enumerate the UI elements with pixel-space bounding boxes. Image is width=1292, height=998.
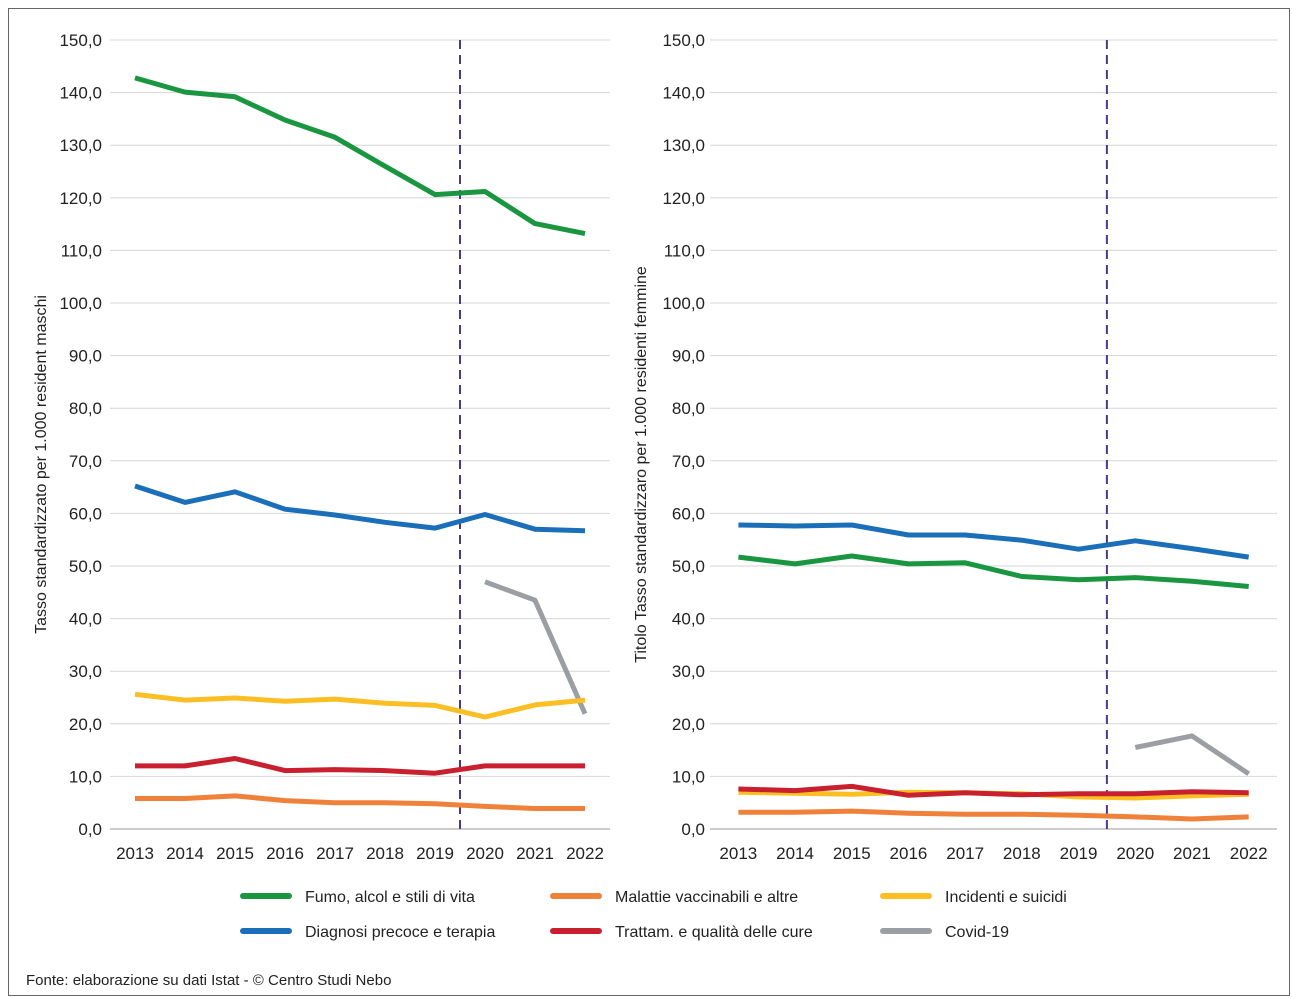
chart-panel-femmine: 0,0 10,0 20,0 30,0 40,0 50,0 60,0 70,0 80,0 90,0 1… xyxy=(633,31,1277,863)
y-tick-label: 80,0 xyxy=(672,399,705,418)
y-tick-label: 30,0 xyxy=(672,662,705,681)
x-tick-label: 2017 xyxy=(946,844,984,863)
y-tick-label: 60,0 xyxy=(69,504,102,523)
y-tick-label: 80,0 xyxy=(69,399,102,418)
x-tick-label: 2013 xyxy=(116,844,154,863)
y-tick-label: 30,0 xyxy=(69,662,102,681)
y-tick-label: 150,0 xyxy=(662,31,705,50)
x-tick-label: 2019 xyxy=(1060,844,1098,863)
x-tick-label: 2021 xyxy=(516,844,554,863)
legend-label: Diagnosi precoce e terapia xyxy=(305,924,495,941)
series-line-diagnosi-precoce-e-terapia xyxy=(134,483,586,534)
y-tick-label: 60,0 xyxy=(672,504,705,523)
y-tick-label: 150,0 xyxy=(59,31,102,50)
y-tick-label: 110,0 xyxy=(61,241,102,260)
y-tick-label: 70,0 xyxy=(672,452,705,471)
series-line-diagnosi-precoce-e-terapia xyxy=(738,522,1250,560)
x-tick-label: 2017 xyxy=(316,844,354,863)
y-tick-label: 20,0 xyxy=(69,715,102,734)
series-line-trattam-e-qualit-delle-cure xyxy=(738,783,1249,798)
y-tick-label: 0,0 xyxy=(681,820,705,839)
x-tick-label: 2018 xyxy=(1003,844,1041,863)
legend-label: Fumo, alcol e stili di vita xyxy=(305,889,475,906)
y-tick-label: 120,0 xyxy=(59,189,102,208)
series-line-covid-19 xyxy=(1134,733,1251,776)
legend-label: Trattam. e qualità delle cure xyxy=(615,924,813,941)
x-tick-label: 2014 xyxy=(166,844,204,863)
y-tick-label: 130,0 xyxy=(59,136,102,155)
x-tick-label: 2014 xyxy=(776,844,814,863)
figure-frame xyxy=(8,8,1290,996)
legend-label: Incidenti e suicidi xyxy=(945,889,1067,906)
x-tick-label: 2015 xyxy=(216,844,254,863)
series-line-covid-19 xyxy=(484,579,588,715)
x-tick-label: 2016 xyxy=(890,844,928,863)
x-tick-label: 2022 xyxy=(566,844,604,863)
x-tick-label: 2013 xyxy=(719,844,757,863)
series-line-malattie-vaccinabili-e-altre xyxy=(135,793,585,811)
y-tick-label: 0,0 xyxy=(78,820,102,839)
y-tick-label: 120,0 xyxy=(662,189,705,208)
series-line-fumo-alcol-e-stili-di-vita xyxy=(738,553,1249,589)
y-tick-label: 140,0 xyxy=(59,84,102,103)
series-line-trattam-e-qualit-delle-cure xyxy=(135,756,585,776)
x-tick-label: 2022 xyxy=(1230,844,1268,863)
y-tick-label: 40,0 xyxy=(69,610,102,629)
y-tick-label: 10,0 xyxy=(672,767,705,786)
y-axis-title: Titolo Tasso standardizzaro per 1.000 re… xyxy=(633,266,650,663)
chart-panel-maschi: 0,0 10,0 20,0 30,0 40,0 50,0 60,0 70,0 80,0 90,0 1… xyxy=(33,31,610,863)
y-tick-label: 100,0 xyxy=(662,294,705,313)
y-tick-label: 110,0 xyxy=(664,241,705,260)
series-line-malattie-vaccinabili-e-altre xyxy=(738,808,1249,822)
x-tick-label: 2016 xyxy=(266,844,304,863)
y-tick-label: 70,0 xyxy=(69,452,102,471)
y-tick-label: 90,0 xyxy=(69,347,102,366)
y-tick-label: 100,0 xyxy=(59,294,102,313)
x-tick-label: 2018 xyxy=(366,844,404,863)
y-tick-label: 50,0 xyxy=(672,557,705,576)
legend-label: Covid-19 xyxy=(945,924,1009,941)
x-tick-label: 2021 xyxy=(1173,844,1211,863)
legend: Fumo, alcol e stili di vita Malattie vacc… xyxy=(240,889,1067,941)
y-tick-label: 140,0 xyxy=(662,84,705,103)
x-tick-label: 2020 xyxy=(1116,844,1154,863)
y-tick-label: 50,0 xyxy=(69,557,102,576)
source-note: Fonte: elaborazione su dati Istat - © Ce… xyxy=(26,972,392,989)
y-tick-label: 10,0 xyxy=(69,767,102,786)
x-tick-label: 2020 xyxy=(466,844,504,863)
y-tick-label: 40,0 xyxy=(672,610,705,629)
x-tick-label: 2019 xyxy=(416,844,454,863)
y-tick-label: 90,0 xyxy=(672,347,705,366)
y-tick-label: 130,0 xyxy=(662,136,705,155)
series-line-incidenti-e-suicidi xyxy=(134,691,586,720)
y-tick-label: 20,0 xyxy=(672,715,705,734)
legend-label: Malattie vaccinabili e altre xyxy=(615,889,798,906)
series-line-fumo-alcol-e-stili-di-vita xyxy=(134,75,586,237)
x-tick-label: 2015 xyxy=(833,844,871,863)
y-axis-title: Tasso standardizzato per 1.000 resident … xyxy=(33,295,50,634)
